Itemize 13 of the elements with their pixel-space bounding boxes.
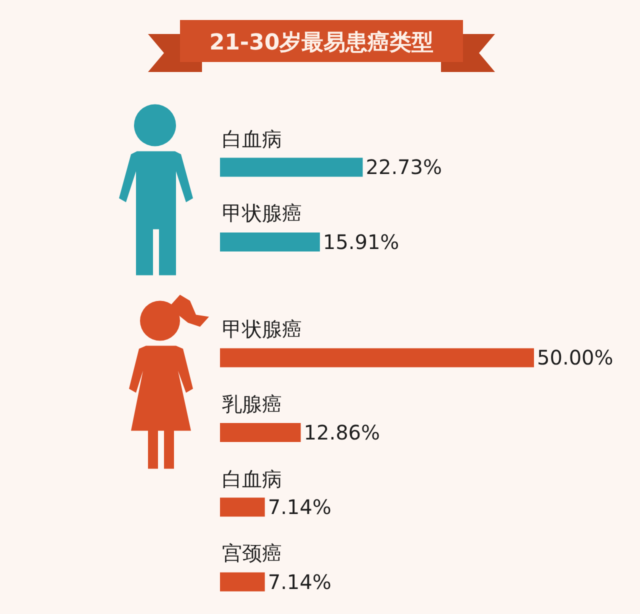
chart-title: 21-30岁最易患癌类型 [209, 30, 434, 56]
data-label: 22.73% [366, 155, 442, 180]
data-label: 15.91% [322, 230, 400, 254]
data-label: 7.14% [268, 495, 332, 520]
y-tick-label: 乳腺癌 [222, 392, 282, 416]
y-tick-label: 宫颈癌 [222, 541, 282, 565]
data-label: 50.00% [537, 346, 614, 370]
data-label: 12.86% [304, 420, 380, 444]
y-tick-label: 甲状腺癌 [222, 317, 302, 341]
y-tick-label: 白血病 [222, 467, 282, 491]
data-label: 7.14% [268, 570, 332, 594]
y-tick-label: 白血病 [222, 127, 282, 151]
y-tick-label: 甲状腺癌 [222, 201, 302, 225]
